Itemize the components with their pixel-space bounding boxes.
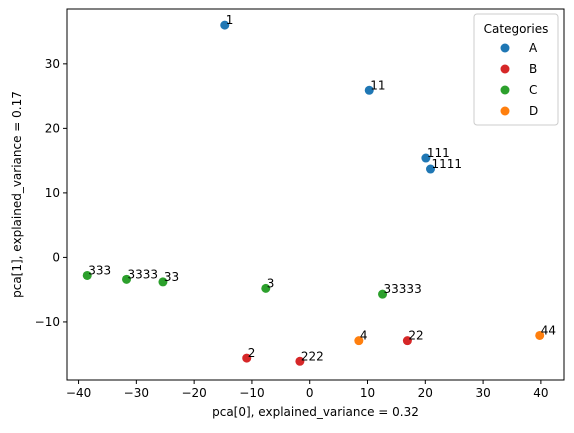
data-point-label: 2 [248,346,256,360]
data-point-label: 3333 [128,267,159,281]
data-point-label: 333 [88,263,111,277]
x-tick-label: 0 [306,386,314,400]
data-point-label: 3 [267,276,275,290]
legend-marker [500,85,510,95]
x-tick-label: −40 [66,386,91,400]
y-axis-ticks: −10 0 10 20 30 [35,57,67,329]
x-tick-label: 10 [360,386,375,400]
y-axis-label: pca[1], explained_variance = 0.17 [10,91,24,298]
legend-marker [500,43,510,53]
data-point [364,85,374,95]
data-point-label: 4 [360,329,368,343]
x-tick-label: 40 [533,386,548,400]
data-point-label: 11 [370,78,385,92]
x-axis-ticks: −40 −30 −20 −10 0 10 20 30 40 [66,380,549,400]
data-point [220,20,230,30]
legend-box [473,13,559,126]
legend-marker [500,64,510,74]
y-tick-label: 0 [52,250,60,264]
data-point-label: 44 [541,323,556,337]
legend-entry-label: C [529,83,537,97]
data-point-label: 22 [408,329,423,343]
data-point [295,356,305,366]
data-point-label: 1 [226,13,234,27]
x-axis-label: pca[0], explained_variance = 0.32 [212,405,419,419]
legend-entry-label: B [529,62,537,76]
legend-entry-label: A [529,41,538,55]
data-point-label: 222 [301,349,324,363]
x-tick-label: 30 [475,386,490,400]
data-point-label: 111 [427,146,450,160]
legend-marker [500,106,510,116]
data-point [535,330,545,340]
y-tick-label: 10 [45,186,60,200]
x-tick-label: −30 [124,386,149,400]
data-point [354,336,364,346]
data-point-label: 33 [164,270,179,284]
legend-title: Categories [484,22,549,36]
data-point-label: 33333 [384,282,422,296]
x-tick-label: −20 [181,386,206,400]
data-point [158,277,168,287]
y-tick-label: 20 [45,121,60,135]
axes-frame [66,8,565,381]
data-point [242,353,252,363]
data-point [421,153,431,163]
x-tick-label: 20 [418,386,433,400]
data-point [261,283,271,293]
data-point [402,336,412,346]
legend-entry-label: D [529,104,538,118]
data-point [426,164,436,174]
data-point [82,270,92,280]
data-point [378,289,388,299]
y-tick-label: 30 [45,57,60,71]
y-tick-label: −10 [35,315,60,329]
data-point-label: 1111 [432,157,463,171]
x-tick-label: −10 [239,386,264,400]
data-point [122,274,132,284]
